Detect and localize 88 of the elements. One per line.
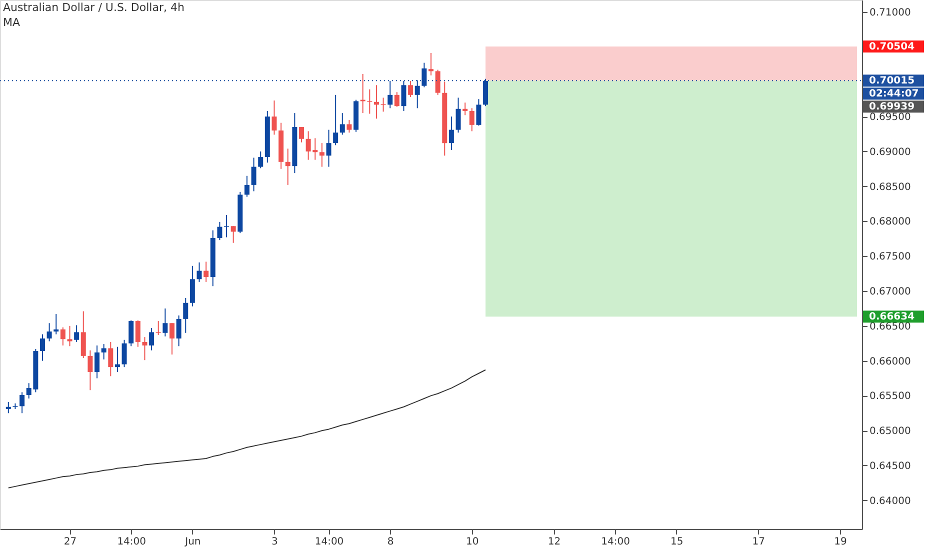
candlestick (422, 62, 427, 88)
candlestick (298, 126, 304, 143)
candlestick (469, 108, 474, 132)
y-tick-label: 0.68500 (870, 182, 911, 193)
x-tick-label: 15 (670, 536, 684, 548)
candlestick (401, 80, 406, 112)
candlestick (108, 341, 114, 377)
candlestick (20, 392, 25, 414)
x-tick-label: 14:00 (314, 536, 344, 548)
y-tick-label: 0.64000 (870, 496, 911, 507)
candlestick (6, 401, 11, 414)
x-tick-label: 10 (466, 536, 479, 548)
candlestick (135, 320, 140, 348)
candlestick (346, 120, 352, 134)
candlestick (183, 298, 188, 334)
x-tick-label: 19 (834, 536, 847, 548)
candlestick (196, 262, 202, 282)
text: MA (3, 16, 20, 29)
band-label: 0.66634 (869, 312, 915, 323)
candlestick (190, 265, 195, 307)
candlestick (224, 214, 230, 238)
candlestick (122, 339, 127, 368)
x-tick-label: 14:00 (117, 536, 146, 548)
candlestick (46, 322, 52, 342)
y-tick-label: 0.66000 (870, 356, 911, 368)
text: 0.69939 (869, 102, 915, 113)
y-tick-label: 0.65000 (870, 426, 911, 438)
line-series (8, 369, 486, 488)
candlestick (326, 129, 332, 168)
candlestick (388, 80, 393, 109)
x-tick-label: 17 (752, 536, 766, 548)
candlestick (156, 320, 161, 336)
y-tick-label: 0.69000 (870, 146, 911, 158)
candlestick (483, 78, 488, 107)
candlestick (204, 261, 209, 282)
candlestick (394, 92, 400, 108)
candlestick (74, 324, 80, 342)
candlestick (333, 94, 338, 146)
candlestick (67, 325, 72, 347)
y-tick-label: 0.68000 (870, 216, 911, 228)
candlestick (456, 97, 461, 134)
candlestick (476, 98, 482, 126)
candlestick (40, 334, 45, 362)
y-tick-label: 0.64500 (870, 460, 911, 472)
y-tick-label: 0.67500 (870, 252, 911, 263)
x-tick-label: 27 (64, 536, 77, 548)
y-tick-label: 0.69500 (870, 112, 911, 124)
candlestick (408, 80, 414, 98)
candlestick (169, 322, 174, 356)
candlestick (176, 314, 182, 347)
candlestick (251, 157, 256, 192)
y-tick-label: 0.67000 (870, 286, 911, 298)
candlestick (435, 69, 440, 96)
candlestick (244, 175, 250, 198)
candlestick (448, 116, 454, 151)
y-tick-label: 0.71000 (870, 7, 911, 18)
x-tick-label: Jun (184, 536, 201, 548)
candlestick (101, 344, 106, 360)
candlestick (142, 336, 148, 361)
candlestick (367, 88, 372, 114)
text: 02:44:07 (869, 88, 919, 100)
candlestick (428, 52, 434, 76)
candlestick (54, 314, 59, 335)
y-tick-label: 0.65500 (870, 391, 911, 402)
candlestick (462, 102, 468, 116)
candlestick (319, 142, 324, 168)
candlestick (80, 310, 86, 359)
candlestick (258, 150, 264, 169)
candlestick (149, 328, 154, 351)
candlestick (128, 320, 134, 347)
candlestick (230, 226, 236, 244)
candlestick (94, 344, 100, 379)
x-tick-label: 3 (272, 536, 278, 548)
candlestick (340, 112, 345, 136)
x-tick-label: 14:00 (601, 536, 630, 548)
candlestick (414, 80, 420, 109)
band-label: 0.70504 (869, 41, 915, 52)
ref-line-label: 0.70015 (869, 76, 915, 87)
chart-title: Australian Dollar / U.S. Dollar, 4h (3, 1, 184, 14)
x-tick-label: 8 (387, 536, 394, 548)
candlestick (162, 308, 168, 337)
y-tick-label: 0.66500 (870, 321, 911, 332)
candlestick (60, 326, 66, 346)
x-tick-label: 12 (548, 536, 561, 548)
candlestick (285, 148, 290, 186)
candlestick (272, 100, 277, 136)
candlestick (88, 350, 93, 391)
candlestick (217, 221, 222, 241)
